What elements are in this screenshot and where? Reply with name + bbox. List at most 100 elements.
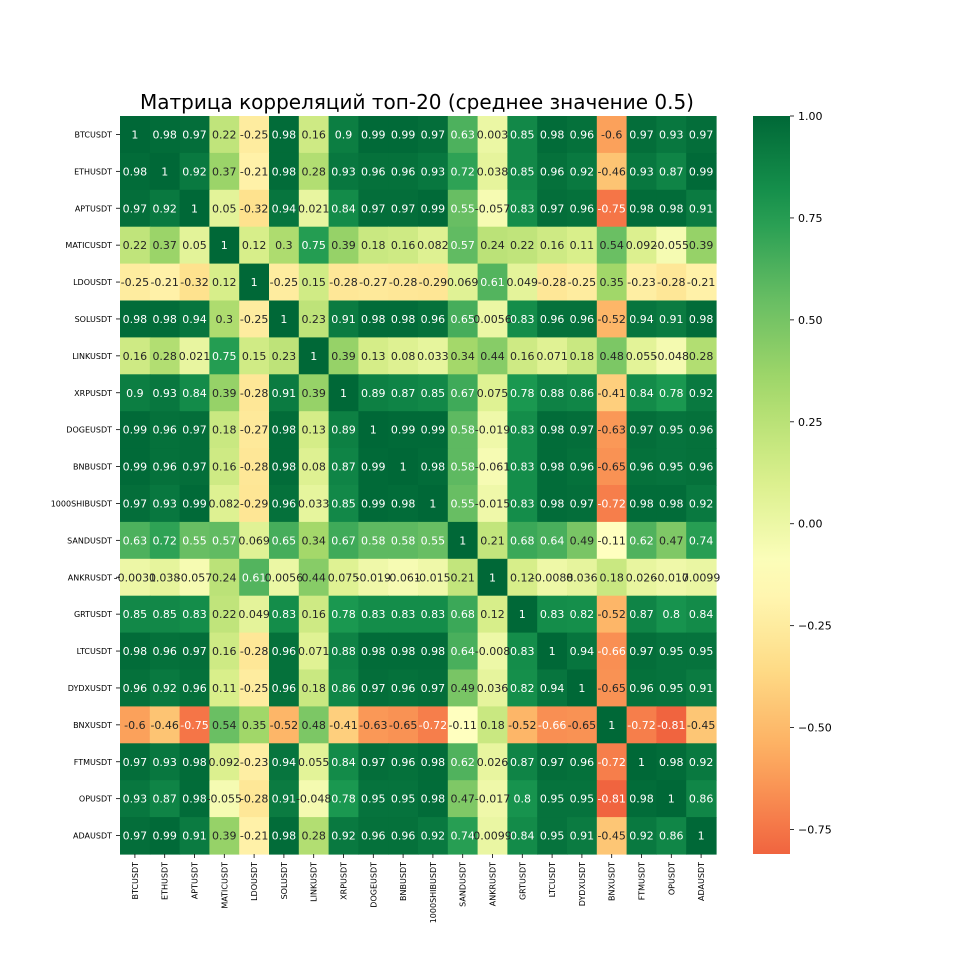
cell-value-label: -0.63 [359,719,387,732]
heatmap-cell [656,263,687,302]
heatmap-cell [477,189,508,228]
cell-value-label: -0.0031 [114,571,156,584]
cell-value-label: 0.99 [391,128,416,141]
x-tick-label: LINKUSDT [310,862,319,902]
heatmap-cell [239,817,270,855]
heatmap-cell [388,263,419,302]
heatmap-cell [477,632,508,671]
cell-value-label: 0.96 [182,682,207,695]
heatmap-cell [298,226,330,265]
heatmap-cell [447,521,479,560]
heatmap-cell [120,448,151,486]
x-tick-label: ANKRUSDT [489,862,498,906]
cell-value-label: -0.27 [359,276,387,289]
heatmap-cell [328,706,359,744]
cell-value-label: -0.061 [385,571,420,584]
heatmap-cell [596,300,628,338]
cell-value-label: 0.97 [689,128,714,141]
heatmap-cell [328,780,359,818]
cell-value-label: 0.83 [510,313,535,326]
cell-value-label: 0.15 [301,276,326,289]
heatmap-cell [209,817,240,855]
cell-value-label: 0.93 [629,165,654,178]
heatmap-cell [477,300,508,338]
cell-value-label: 0.16 [391,239,416,252]
heatmap-cell [626,485,657,523]
y-tick-label: ADAUSDT [73,832,112,841]
cell-value-label: -0.45 [687,719,715,732]
heatmap-cell [269,300,300,338]
heatmap-cell [477,595,508,634]
heatmap-cell [388,669,419,707]
heatmap-cell [149,632,181,671]
cell-value-label: 0.85 [152,608,177,621]
cell-value-label: 0.39 [212,830,237,843]
cell-value-label: 0.64 [540,534,565,547]
cell-value-label: 0.092 [626,239,658,252]
cell-value-label: 0.83 [510,645,535,658]
heatmap-cell [120,521,151,560]
heatmap-cell [656,669,687,707]
cell-value-label: 0.95 [659,682,684,695]
heatmap-cell [537,595,568,634]
heatmap-cell [269,706,300,744]
cell-value-label: 0.99 [421,424,446,437]
heatmap-cell [447,189,479,228]
cell-value-label: 0.91 [182,830,207,843]
cell-value-label: 0.96 [570,202,595,215]
cell-value-label: 0.071 [298,645,330,658]
heatmap-cell [328,558,359,597]
cell-value-label: -0.52 [597,608,625,621]
cell-value-label: 0.96 [570,128,595,141]
cell-value-label: 0.15 [242,350,267,363]
cell-value-label: 0.87 [629,608,654,621]
cell-value-label: 0.9 [126,387,144,400]
cell-value-label: 0.84 [629,387,654,400]
heatmap-cell [328,669,359,707]
heatmap-cell [686,485,717,523]
heatmap-cell [567,817,598,855]
cell-value-label: 0.94 [272,202,297,215]
heatmap-cell [418,116,449,154]
heatmap-cell [537,152,568,191]
cell-value-label: -0.81 [597,793,625,806]
cell-value-label: 0.96 [391,756,416,769]
cell-value-label: 0.23 [272,350,297,363]
cell-value-label: -0.75 [597,202,625,215]
cell-value-label: 0.68 [510,534,535,547]
x-tick-label: MATICUSDT [220,862,229,909]
y-tick-label: GRTUSDT [74,610,112,619]
cell-value-label: 0.93 [421,165,446,178]
colorbar-tick-label: −0.75 [798,824,832,837]
heatmap-cell [686,152,717,191]
cell-value-label: 0.94 [629,313,654,326]
cell-value-label: 0.48 [599,350,624,363]
heatmap-cell [328,189,359,228]
heatmap-cell [507,411,538,449]
cell-value-label: 0.98 [421,461,446,474]
cell-value-label: 0.98 [182,756,207,769]
cell-value-label: -0.32 [180,276,208,289]
cell-value-label: -0.66 [538,719,566,732]
cell-value-label: 0.78 [510,387,535,400]
heatmap-cell [477,485,508,523]
heatmap-cell [328,743,359,781]
heatmap-cell [686,263,717,302]
heatmap-cell [686,521,717,560]
heatmap-cell [328,116,359,154]
heatmap-cell [358,116,389,154]
heatmap-cell [656,337,687,375]
heatmap-cell [686,743,717,781]
heatmap-cell [298,337,330,375]
cell-value-label: 0.98 [540,497,565,510]
heatmap-cell [209,632,240,671]
cell-value-label: 1 [429,497,436,510]
heatmap-cell [477,263,508,302]
cell-value-label: 0.96 [570,461,595,474]
cell-value-label: 0.58 [361,534,386,547]
cell-value-label: -0.28 [657,276,685,289]
cell-value-label: 1 [251,276,258,289]
heatmap-cell [507,152,538,191]
cell-value-label: -0.057 [177,571,212,584]
heatmap-cell [149,116,181,154]
